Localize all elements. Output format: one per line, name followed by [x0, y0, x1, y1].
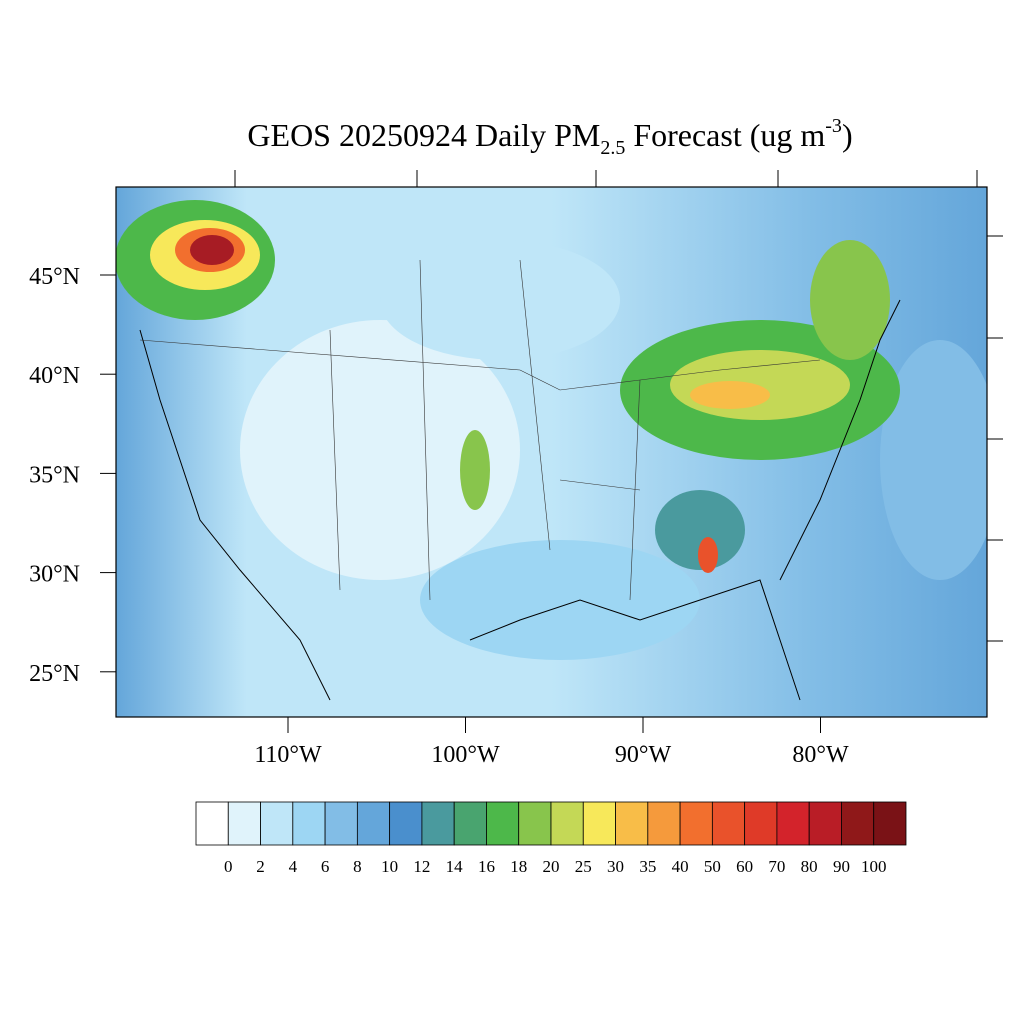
- colorbar-label: 70: [768, 857, 785, 876]
- colorbar-box: [582, 801, 616, 846]
- title-main: GEOS 20250924 Daily PM: [247, 117, 600, 153]
- frame-ticks: [234, 170, 1003, 642]
- colorbar-box: [195, 801, 229, 846]
- colorbar-label: 10: [381, 857, 398, 876]
- colorbar-box: [260, 801, 294, 846]
- colorbar-label: 90: [833, 857, 850, 876]
- colorbar-box: [776, 801, 810, 846]
- colorbar-label: 50: [704, 857, 721, 876]
- colorbar-box: [711, 801, 746, 846]
- title-end: ): [842, 117, 853, 153]
- colorbar-box: [550, 801, 584, 846]
- low-area: [240, 320, 520, 580]
- colorbar-box: [356, 801, 391, 846]
- lat-label: 35°N: [29, 462, 80, 488]
- colorbar-box: [647, 801, 681, 846]
- colorbar-box: [389, 801, 423, 846]
- lon-label: 80°W: [792, 742, 849, 768]
- lon-label: 110°W: [254, 742, 322, 768]
- map-field: [116, 187, 987, 717]
- colorbar-label: 80: [801, 857, 818, 876]
- title-middle: Forecast (ug m: [625, 117, 825, 153]
- title-subscript: 2.5: [600, 137, 625, 159]
- map-frame: [115, 186, 988, 718]
- colorbar-label: 25: [575, 857, 592, 876]
- colorbar-box: [518, 801, 552, 846]
- plume: [655, 490, 745, 570]
- plume: [810, 240, 890, 360]
- colorbar-label: 14: [446, 857, 464, 876]
- colorbar-label: 35: [639, 857, 656, 876]
- lat-label: 30°N: [29, 562, 80, 588]
- colorbar-label: 12: [413, 857, 430, 876]
- colorbar-label: 60: [736, 857, 753, 876]
- area: [880, 340, 987, 580]
- lat-label: 25°N: [29, 661, 80, 687]
- plume: [670, 350, 850, 420]
- plume: [690, 381, 770, 409]
- colorbar-label: 0: [224, 857, 233, 876]
- colorbar-box: [292, 801, 326, 846]
- title-superscript: -3: [825, 115, 842, 137]
- colorbar-box: [227, 801, 261, 846]
- lon-label: 100°W: [431, 742, 500, 768]
- colorbar-box: [873, 801, 907, 846]
- colorbar-box: [679, 801, 713, 846]
- colorbar-label: 30: [607, 857, 624, 876]
- colorbar-label: 16: [478, 857, 495, 876]
- colorbar-label: 4: [289, 857, 298, 876]
- colorbar-label: 20: [543, 857, 560, 876]
- colorbar-label: 100: [861, 857, 887, 876]
- lat-label: 45°N: [29, 264, 80, 290]
- colorbar-label: 40: [672, 857, 689, 876]
- plume: [698, 537, 718, 573]
- colorbar-label: 2: [256, 857, 265, 876]
- area: [420, 540, 700, 660]
- plume: [460, 430, 490, 510]
- lat-label: 40°N: [29, 363, 80, 389]
- colorbar-label: 18: [510, 857, 527, 876]
- colorbar-box: [744, 801, 778, 846]
- colorbar-label: 8: [353, 857, 362, 876]
- smoke: [190, 235, 234, 265]
- colorbar-box: [615, 801, 649, 846]
- low-area: [380, 240, 620, 360]
- colorbar-box: [486, 801, 520, 846]
- colorbar-box: [841, 801, 875, 846]
- colorbar-label: 6: [321, 857, 330, 876]
- colorbar-box: [453, 801, 487, 846]
- colorbar-box: [324, 801, 358, 846]
- colorbar-box: [421, 801, 455, 846]
- coastline: [139, 299, 901, 701]
- title: GEOS 20250924 Daily PM2.5 Forecast (ug m…: [247, 115, 852, 159]
- state-borders: [139, 259, 821, 601]
- colorbar-box: [808, 801, 842, 846]
- lon-label: 90°W: [615, 742, 672, 768]
